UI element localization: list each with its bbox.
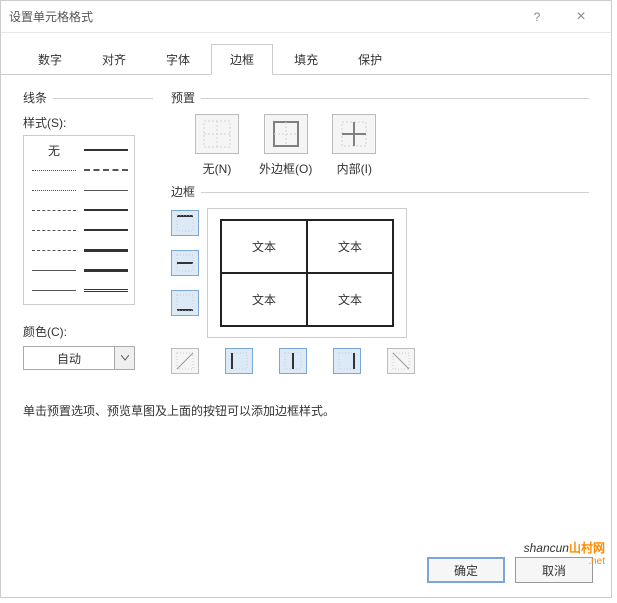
preview-cell: 文本 [307, 220, 393, 273]
close-button[interactable]: × [559, 2, 603, 32]
color-dropdown[interactable]: 自动 [23, 346, 135, 370]
tab-border[interactable]: 边框 [211, 44, 273, 75]
border-bottom-buttons [171, 348, 589, 374]
hint-text: 单击预置选项、预览草图及上面的按钮可以添加边框样式。 [23, 402, 589, 419]
preset-outer-label: 外边框(O) [259, 160, 312, 177]
chevron-down-icon[interactable] [114, 347, 134, 369]
preset-none-button[interactable] [195, 114, 239, 154]
mid-h-edge-button[interactable] [171, 250, 199, 276]
preset-group-label: 预置 [171, 89, 589, 106]
line-style-opt[interactable] [80, 280, 132, 300]
color-value: 自动 [24, 350, 114, 367]
top-edge-button[interactable] [171, 210, 199, 236]
line-style-opt[interactable] [28, 260, 80, 280]
bottom-edge-button[interactable] [171, 290, 199, 316]
line-style-opt[interactable] [28, 240, 80, 260]
border-edit-area: 文本 文本 文本 文本 [171, 208, 589, 338]
right-edge-button[interactable] [333, 348, 361, 374]
line-style-opt[interactable] [80, 200, 132, 220]
color-label: 颜色(C): [23, 323, 153, 340]
line-style-opt[interactable] [28, 200, 80, 220]
style-label: 样式(S): [23, 114, 153, 131]
preset-none-label: 无(N) [203, 160, 232, 177]
tab-fill[interactable]: 填充 [275, 44, 337, 75]
preview-cell: 文本 [307, 273, 393, 326]
content-area: 线条 样式(S): 无 颜色(C): [1, 75, 611, 388]
help-button[interactable]: ? [515, 2, 559, 32]
line-style-opt[interactable] [80, 140, 132, 160]
line-style-opt[interactable] [28, 160, 80, 180]
line-column: 线条 样式(S): 无 颜色(C): [23, 89, 153, 374]
left-edge-button[interactable] [225, 348, 253, 374]
ok-button[interactable]: 确定 [427, 557, 505, 583]
format-cells-dialog: 设置单元格格式 ? × 数字 对齐 字体 边框 填充 保护 线条 样式(S): … [0, 0, 612, 598]
line-style-opt[interactable] [80, 160, 132, 180]
dialog-title: 设置单元格格式 [9, 8, 515, 25]
diag-up-button[interactable] [171, 348, 199, 374]
line-style-opt[interactable] [80, 240, 132, 260]
tab-align[interactable]: 对齐 [83, 44, 145, 75]
right-column: 预置 无(N) 外边框(O) [171, 89, 589, 374]
preview-cell: 文本 [221, 220, 307, 273]
border-preview[interactable]: 文本 文本 文本 文本 [207, 208, 407, 338]
line-style-opt[interactable] [28, 280, 80, 300]
preset-none: 无(N) [195, 114, 239, 177]
preset-inner-label: 内部(I) [337, 160, 372, 177]
cancel-button[interactable]: 取消 [515, 557, 593, 583]
preset-outer-button[interactable] [264, 114, 308, 154]
line-style-opt[interactable] [80, 260, 132, 280]
border-group-label: 边框 [171, 183, 589, 200]
diag-down-button[interactable] [387, 348, 415, 374]
line-style-opt[interactable] [28, 180, 80, 200]
tab-number[interactable]: 数字 [19, 44, 81, 75]
border-left-buttons [171, 208, 199, 338]
tab-font[interactable]: 字体 [147, 44, 209, 75]
preset-inner-button[interactable] [332, 114, 376, 154]
preset-inner: 内部(I) [332, 114, 376, 177]
mid-v-edge-button[interactable] [279, 348, 307, 374]
border-section: 边框 文本 文本 文本 文本 [171, 183, 589, 374]
title-bar: 设置单元格格式 ? × [1, 1, 611, 33]
preview-cell: 文本 [221, 273, 307, 326]
tab-strip: 数字 对齐 字体 边框 填充 保护 [1, 33, 611, 75]
line-group-label: 线条 [23, 89, 153, 106]
preset-row: 无(N) 外边框(O) 内部(I) [195, 114, 589, 177]
line-style-opt[interactable] [80, 180, 132, 200]
preset-outer: 外边框(O) [259, 114, 312, 177]
dialog-footer: 确定 取消 [427, 557, 593, 583]
tab-protect[interactable]: 保护 [339, 44, 401, 75]
line-style-list[interactable]: 无 [23, 135, 135, 305]
line-style-none[interactable]: 无 [28, 140, 80, 160]
color-row: 颜色(C): 自动 [23, 323, 153, 370]
line-style-opt[interactable] [28, 220, 80, 240]
line-style-opt[interactable] [80, 220, 132, 240]
